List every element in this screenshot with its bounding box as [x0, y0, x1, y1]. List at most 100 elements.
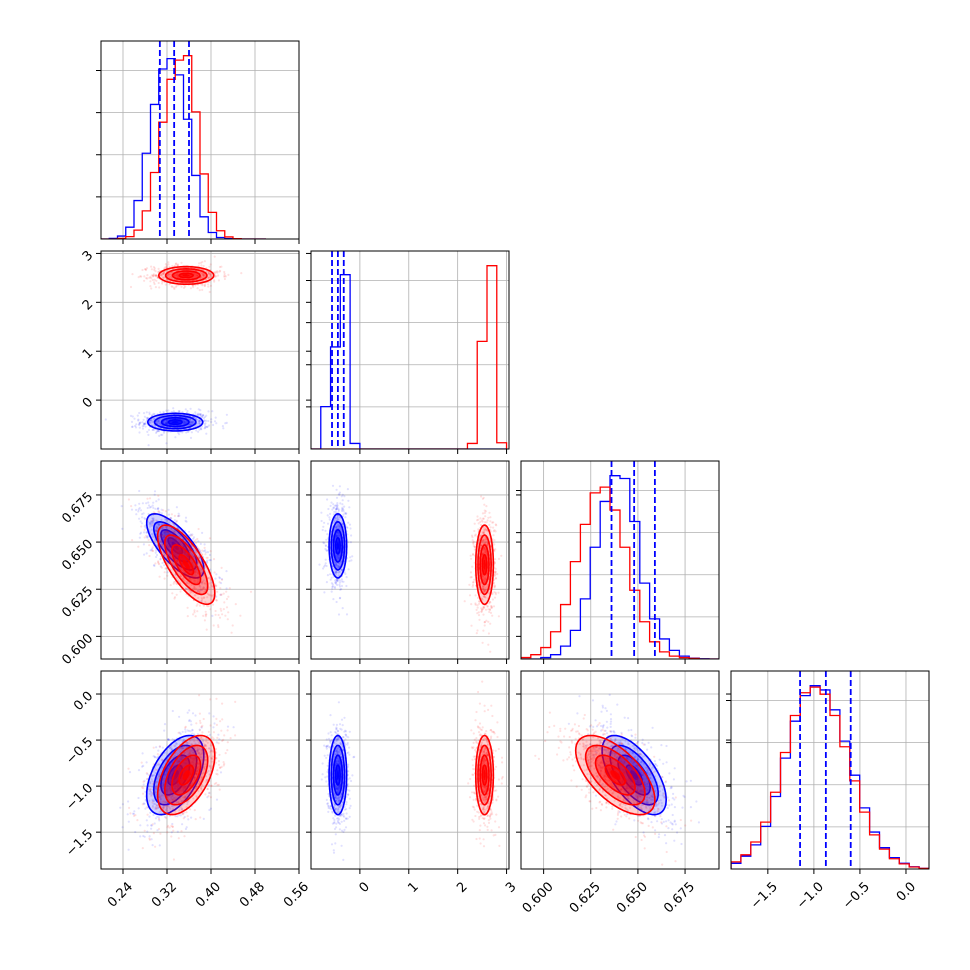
scatter-point	[155, 421, 159, 424]
scatter-point	[179, 550, 182, 553]
scatter-point	[331, 508, 334, 511]
scatter-point	[203, 543, 206, 546]
scatter-point	[344, 516, 347, 519]
scatter-point	[129, 285, 133, 289]
scatter-point	[158, 539, 161, 543]
scatter-point	[160, 512, 163, 515]
scatter-point	[142, 783, 145, 786]
scatter-point	[173, 533, 176, 536]
scatter-point	[161, 746, 164, 749]
scatter-point	[163, 536, 166, 539]
scatter-point	[473, 522, 476, 525]
scatter-point	[131, 425, 134, 428]
scatter-point	[154, 274, 157, 277]
scatter-point	[350, 534, 353, 537]
scatter-point	[207, 410, 210, 413]
scatter-point	[163, 564, 166, 567]
scatter-point	[489, 516, 492, 519]
scatter-point	[148, 544, 151, 547]
scatter-point	[337, 524, 340, 528]
scatter-point	[342, 508, 345, 511]
scatter-point	[148, 835, 151, 838]
scatter-point	[168, 275, 171, 278]
scatter-point	[173, 531, 176, 534]
scatter-point	[176, 560, 179, 563]
scatter-point	[199, 585, 202, 589]
scatter-point	[198, 584, 201, 587]
scatter-point	[182, 422, 185, 425]
scatter-point	[207, 276, 210, 279]
scatter-point	[190, 553, 193, 556]
scatter-point	[174, 567, 177, 570]
scatter-point	[200, 600, 203, 603]
scatter-point	[329, 512, 332, 516]
scatter-point	[336, 502, 339, 505]
scatter-point	[209, 559, 212, 562]
scatter-point	[162, 272, 165, 275]
scatter-point	[223, 270, 226, 274]
scatter-point	[202, 269, 205, 272]
scatter-point	[207, 272, 210, 275]
scatter-point	[473, 534, 477, 537]
scatter-point	[193, 584, 196, 587]
scatter-point	[208, 576, 211, 579]
scatter-point	[334, 581, 337, 584]
scatter-point	[205, 414, 208, 417]
scatter-point	[161, 280, 164, 283]
contour-line	[167, 419, 183, 426]
scatter-point	[202, 273, 205, 276]
scatter-point	[188, 577, 191, 580]
scatter-point	[137, 545, 140, 548]
scatter-point	[156, 276, 159, 279]
scatter-point	[341, 607, 344, 610]
scatter-point	[159, 533, 162, 537]
scatter-point	[193, 586, 196, 589]
scatter-point	[176, 569, 179, 573]
scatter-point	[349, 541, 352, 544]
scatter-point	[143, 835, 146, 838]
scatter-point	[483, 521, 487, 524]
scatter-point	[151, 532, 154, 535]
scatter-point	[166, 574, 169, 577]
scatter-point	[171, 592, 174, 595]
scatter-point	[338, 597, 341, 600]
scatter-point	[471, 565, 474, 568]
scatter-point	[203, 590, 206, 594]
scatter-point	[137, 807, 140, 810]
scatter-point	[152, 273, 155, 276]
scatter-point	[219, 593, 222, 596]
scatter-point	[193, 573, 196, 576]
scatter-point	[196, 576, 199, 580]
scatter-point	[334, 573, 337, 576]
scatter-point	[218, 265, 222, 269]
scatter-point	[177, 410, 180, 413]
scatter-point	[170, 517, 173, 520]
scatter-point	[187, 729, 191, 733]
scatter-point	[335, 519, 339, 522]
scatter-point	[151, 547, 154, 551]
scatter-point	[194, 570, 197, 573]
scatter-point	[331, 484, 335, 487]
scatter-point	[214, 271, 217, 274]
scatter-point	[338, 491, 341, 494]
scatter-point	[197, 596, 200, 600]
scatter-point	[193, 586, 196, 589]
scatter-point	[204, 613, 207, 616]
scatter-point	[187, 582, 190, 585]
histogram-series-a	[521, 475, 719, 659]
scatter-point	[222, 592, 225, 595]
scatter-point	[176, 551, 180, 555]
marginal-panel-0	[101, 41, 299, 239]
scatter-point	[218, 616, 222, 619]
scatter-point	[197, 430, 200, 433]
scatter-point	[345, 576, 348, 579]
scatter-point	[336, 523, 339, 526]
scatter-point	[341, 506, 344, 509]
scatter-point	[184, 516, 188, 519]
scatter-point	[154, 275, 157, 278]
scatter-point	[323, 521, 326, 524]
scatter-point	[169, 584, 172, 587]
scatter-point	[469, 576, 472, 579]
scatter-point	[174, 262, 177, 266]
scatter-point	[184, 552, 187, 555]
